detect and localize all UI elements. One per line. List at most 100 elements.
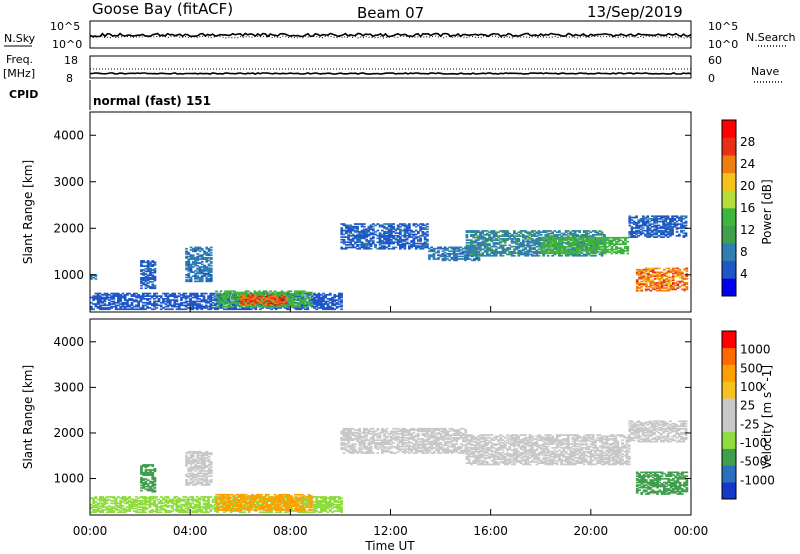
range-time-cell	[430, 246, 433, 249]
range-time-cell	[237, 302, 241, 304]
range-time-cell	[657, 218, 661, 220]
range-time-cell	[207, 263, 211, 266]
range-time-cell	[594, 244, 598, 247]
range-time-cell	[663, 289, 666, 292]
range-time-cell	[132, 505, 136, 507]
range-time-cell	[649, 275, 653, 278]
range-time-cell	[372, 232, 375, 234]
range-time-cell	[547, 236, 551, 239]
range-time-cell	[195, 496, 199, 498]
range-time-cell	[110, 511, 113, 514]
range-time-cell	[396, 240, 400, 242]
range-time-cell	[363, 232, 366, 234]
range-time-cell	[592, 248, 596, 251]
range-time-cell	[545, 238, 548, 240]
range-time-cell	[490, 239, 494, 241]
range-time-cell	[140, 270, 143, 273]
range-time-cell	[501, 234, 505, 236]
range-time-cell	[517, 234, 521, 236]
range-time-cell	[272, 307, 276, 309]
range-time-cell	[198, 272, 202, 275]
range-time-cell	[356, 223, 359, 225]
range-time-cell	[664, 224, 668, 227]
range-time-cell	[151, 280, 155, 283]
range-time-cell	[466, 256, 470, 259]
range-time-cell	[159, 502, 163, 505]
range-time-cell	[141, 511, 145, 514]
range-time-cell	[635, 222, 638, 224]
range-time-cell	[492, 252, 496, 254]
range-time-cell	[198, 254, 202, 257]
range-time-cell	[585, 238, 589, 240]
range-time-cell	[656, 276, 659, 279]
range-time-cell	[563, 250, 566, 252]
range-time-cell	[101, 511, 104, 514]
range-time-cell	[153, 303, 156, 305]
range-time-cell	[676, 267, 680, 270]
range-time-cell	[562, 232, 566, 235]
range-time-cell	[517, 251, 521, 253]
range-time-cell	[166, 298, 170, 300]
range-time-cell	[182, 308, 186, 311]
range-time-cell	[155, 303, 159, 305]
range-time-cell	[515, 235, 518, 237]
range-time-cell	[669, 232, 672, 235]
range-time-cell	[92, 510, 95, 512]
range-time-cell	[153, 295, 156, 297]
range-time-cell	[563, 239, 566, 242]
range-time-cell	[683, 283, 686, 285]
range-time-cell	[105, 294, 109, 296]
range-time-cell	[506, 247, 509, 249]
range-time-cell	[472, 254, 476, 257]
range-time-cell	[331, 299, 334, 301]
range-time-cell	[653, 218, 656, 220]
range-time-cell	[582, 235, 586, 237]
range-time-cell	[464, 254, 467, 256]
range-time-cell	[315, 303, 319, 305]
range-time-cell	[591, 234, 595, 236]
range-time-cell	[150, 303, 154, 305]
range-time-cell	[219, 290, 223, 293]
range-time-cell	[175, 508, 179, 511]
range-time-cell	[537, 231, 541, 234]
range-time-cell	[247, 298, 250, 301]
range-time-cell	[351, 238, 355, 241]
range-time-cell	[667, 270, 671, 272]
range-time-cell	[642, 268, 646, 271]
range-time-cell	[262, 295, 266, 298]
range-time-cell	[207, 507, 210, 510]
range-time-cell	[324, 507, 328, 510]
range-time-cell	[556, 247, 560, 249]
range-time-cell	[376, 237, 380, 240]
range-time-cell	[655, 229, 659, 232]
range-time-cell	[658, 275, 662, 278]
range-time-cell	[522, 235, 525, 237]
range-time-cell	[214, 298, 217, 300]
range-time-cell	[639, 219, 643, 221]
range-time-cell	[187, 262, 191, 264]
range-time-cell	[640, 288, 644, 291]
range-time-cell	[396, 242, 400, 245]
range-time-cell	[331, 298, 334, 300]
range-time-cell	[175, 502, 179, 505]
range-time-cell	[517, 245, 521, 248]
range-time-cell	[142, 269, 145, 271]
range-time-cell	[322, 496, 325, 498]
range-time-cell	[646, 232, 650, 235]
range-time-cell	[648, 232, 652, 235]
range-time-cell	[648, 228, 652, 231]
range-time-cell	[526, 232, 530, 235]
range-time-cell	[596, 240, 599, 243]
range-time-cell	[682, 236, 686, 238]
range-time-cell	[432, 249, 436, 251]
range-time-cell	[162, 502, 165, 505]
range-time-cell	[603, 242, 607, 244]
range-time-cell	[306, 511, 310, 514]
range-time-cell	[563, 246, 566, 248]
range-time-cell	[517, 231, 521, 234]
range-time-cell	[555, 231, 559, 234]
range-time-cell	[261, 511, 264, 514]
range-time-cell	[515, 252, 518, 254]
range-time-cell	[207, 511, 210, 514]
range-time-cell	[513, 240, 516, 243]
